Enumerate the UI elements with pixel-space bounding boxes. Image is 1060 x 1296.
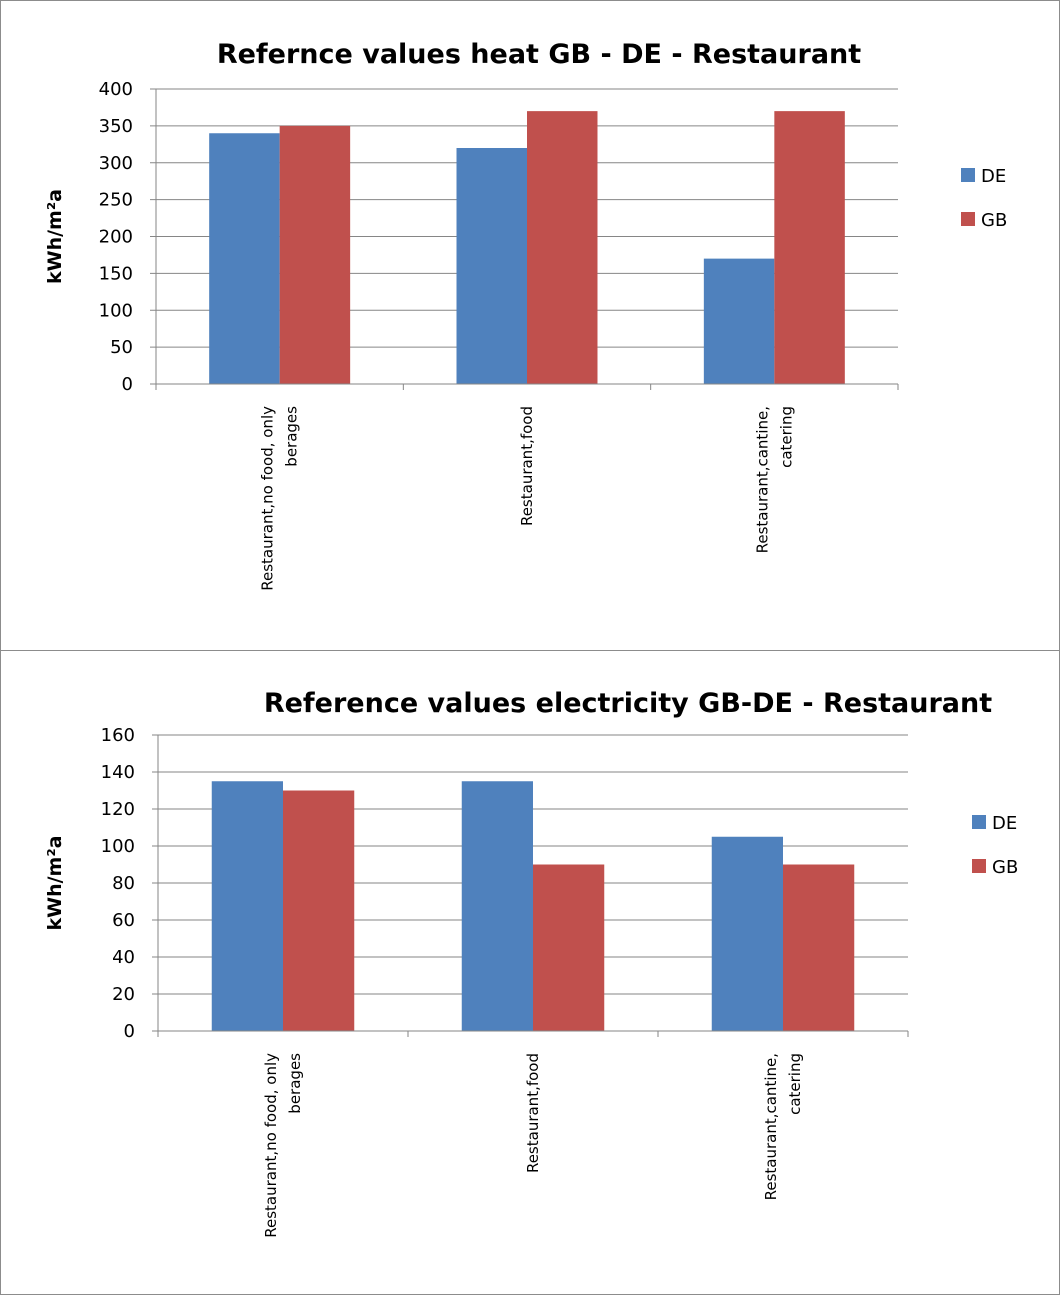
y-tick-label: 350: [99, 116, 133, 137]
bar-gb: [527, 111, 598, 384]
category-label: Restaurant,cantine, catering: [753, 406, 795, 553]
y-tick-label: 60: [112, 910, 135, 931]
category-label-line: berages: [286, 1053, 304, 1114]
category-label-line: Restaurant,no food, only: [259, 406, 277, 591]
bar-de: [703, 258, 775, 384]
heat-chart-panel: Refernce values heat GB - DE - Restauran…: [0, 0, 1060, 650]
y-tick-label: 160: [101, 725, 135, 746]
legend-label: DE: [992, 813, 1017, 834]
category-label-line: Restaurant,cantine,: [762, 1053, 780, 1200]
bar-de: [209, 133, 280, 384]
bar-gb: [283, 790, 355, 1031]
bar-gb: [533, 864, 605, 1031]
y-tick-label: 0: [122, 374, 133, 395]
bar-gb: [774, 111, 845, 384]
legend-label: DE: [981, 166, 1006, 187]
category-label-line: Restaurant,food: [524, 1053, 542, 1173]
y-tick-label: 0: [124, 1021, 135, 1042]
category-label-line: Restaurant,cantine,: [753, 406, 771, 553]
category-label-line: Restaurant,food: [518, 406, 536, 526]
bar-gb: [783, 864, 855, 1031]
bar-gb: [279, 125, 351, 384]
chart-title: Reference values electricity GB-DE - Res…: [264, 688, 992, 719]
y-tick-label: 300: [99, 153, 133, 174]
category-label-line: Restaurant,no food, only: [262, 1053, 280, 1238]
bar-de: [211, 781, 283, 1031]
legend-label: GB: [981, 210, 1007, 231]
y-tick-label: 250: [99, 190, 133, 211]
bar-de: [456, 148, 527, 384]
category-label: Restaurant,food: [524, 1053, 542, 1173]
y-tick-label: 140: [101, 762, 135, 783]
legend-swatch: [972, 859, 986, 873]
y-axis-title: kWh/m²a: [44, 836, 66, 931]
y-tick-label: 400: [99, 79, 133, 100]
y-axis-title: kWh/m²a: [44, 189, 66, 284]
category-label: Restaurant,cantine, catering: [762, 1053, 804, 1200]
y-tick-label: 100: [101, 836, 135, 857]
heat-chart: Refernce values heat GB - DE - Restauran…: [44, 39, 1007, 591]
legend-label: GB: [992, 857, 1018, 878]
category-label: Restaurant,no food, only berages: [259, 406, 301, 591]
y-tick-label: 150: [99, 263, 133, 284]
y-tick-label: 120: [101, 799, 135, 820]
category-label-line: catering: [786, 1053, 804, 1115]
category-label-line: catering: [777, 406, 795, 468]
electricity-chart-panel: Reference values electricity GB-DE - Res…: [0, 650, 1060, 1295]
category-label: Restaurant,no food, only berages: [262, 1053, 304, 1238]
legend-swatch: [972, 815, 986, 829]
y-tick-label: 40: [112, 947, 135, 968]
bar-de: [461, 781, 533, 1031]
electricity-chart: Reference values electricity GB-DE - Res…: [44, 688, 1018, 1238]
legend-swatch: [961, 212, 975, 226]
y-tick-label: 80: [112, 873, 135, 894]
category-label: Restaurant,food: [518, 406, 536, 526]
chart-title: Refernce values heat GB - DE - Restauran…: [217, 39, 861, 70]
y-tick-label: 200: [99, 227, 133, 248]
category-label-line: berages: [283, 406, 301, 467]
bar-de: [711, 836, 783, 1031]
legend-swatch: [961, 168, 975, 182]
y-tick-label: 50: [110, 337, 133, 358]
y-tick-label: 20: [112, 984, 135, 1005]
y-tick-label: 100: [99, 300, 133, 321]
